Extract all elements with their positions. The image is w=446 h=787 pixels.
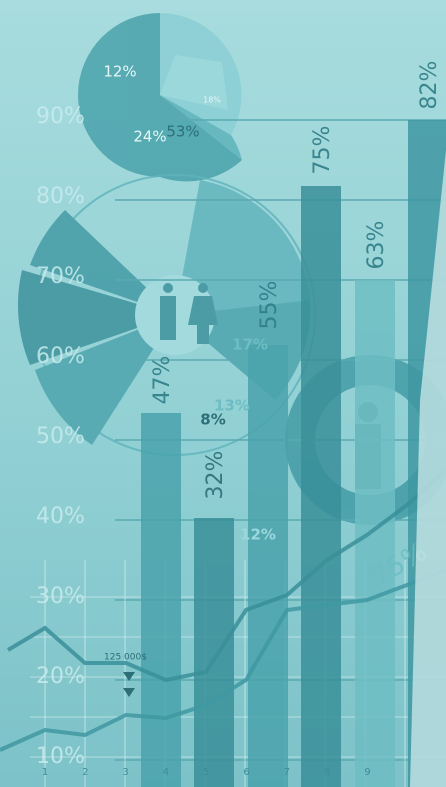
radial-chart — [17, 174, 316, 456]
page-curl — [410, 150, 446, 787]
y-axis-label: 30% — [36, 584, 85, 609]
radial-label: 8% — [200, 411, 225, 429]
trend-line — [6, 468, 446, 683]
pie-label: 18% — [203, 96, 221, 105]
pie-label: 53% — [166, 123, 199, 141]
bar — [141, 413, 181, 787]
bar — [194, 518, 234, 787]
y-axis-label: 60% — [36, 344, 85, 369]
x-axis-label: 9 — [364, 767, 370, 778]
y-axis-label: 10% — [36, 744, 85, 769]
radial-label: 17% — [232, 336, 268, 354]
bar-label: 32% — [203, 451, 228, 500]
x-axis-label: 2 — [82, 767, 88, 778]
x-axis-label: 5 — [203, 767, 209, 778]
y-axis-label: 80% — [36, 184, 85, 209]
trend-line — [0, 568, 446, 752]
y-axis-label: 20% — [36, 664, 85, 689]
bar-label: 55% — [257, 281, 282, 330]
y-axis-label: 90% — [36, 104, 85, 129]
x-axis-label: 3 — [122, 767, 128, 778]
bar-label: 63% — [364, 221, 389, 270]
bar — [355, 280, 395, 787]
x-axis-label: 4 — [163, 767, 169, 778]
y-axis-label: 40% — [36, 504, 85, 529]
lines — [0, 468, 446, 752]
pie-chart — [78, 13, 242, 182]
radial-label: 12% — [240, 526, 276, 544]
radial-label: 13% — [214, 397, 250, 415]
bar-label: 82% — [417, 61, 442, 110]
x-axis-label: 7 — [284, 767, 290, 778]
y-axis-label: 50% — [36, 424, 85, 449]
y-axis-label: 70% — [36, 264, 85, 289]
x-axis-label: 8 — [324, 767, 330, 778]
bar-label: 75% — [310, 126, 335, 175]
x-axis-label: 1 — [42, 767, 48, 778]
bar-label: 47% — [150, 356, 175, 405]
x-axis-label: 6 — [243, 767, 249, 778]
line-annotation: 125 000$ — [104, 653, 147, 663]
bar — [301, 186, 341, 787]
bar — [248, 345, 288, 787]
pie-label: 12% — [103, 63, 136, 81]
marker — [123, 672, 135, 697]
pie-label: 24% — [133, 128, 166, 146]
